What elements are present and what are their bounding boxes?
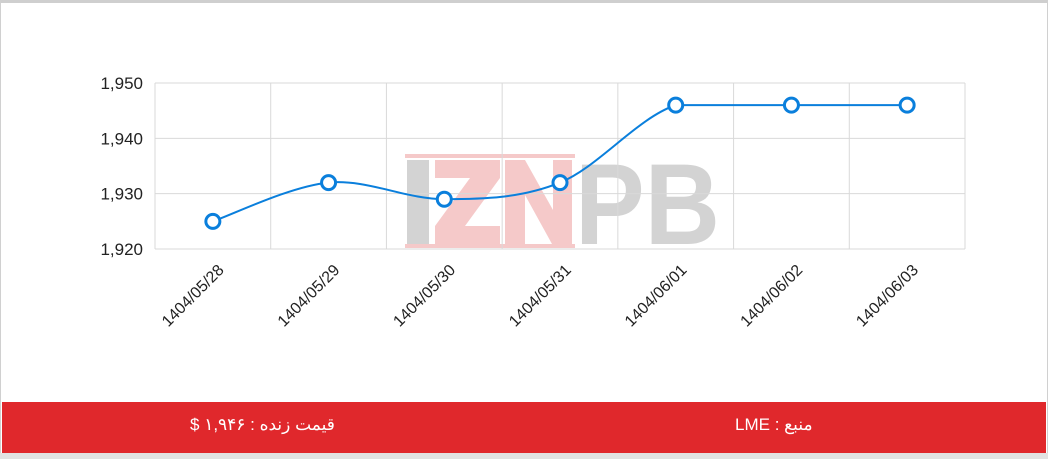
y-tick-label: 1,950 [100,74,143,93]
data-point [898,96,916,114]
footer-bar: قیمت زنده : ۱,۹۴۶ $ منبع : LME [2,402,1046,453]
x-tick-label: 1404/05/29 [275,262,344,331]
line-chart: PB 1,920 1,930 1,940 1,950 1404/05/28 1404/0… [100,74,966,331]
y-tick-label: 1,930 [100,185,143,204]
x-tick-label: 1404/05/30 [390,262,459,331]
price-source: منبع : LME [735,415,813,434]
live-price: قیمت زنده : ۱,۹۴۶ $ [190,415,335,434]
data-point [667,96,685,114]
svg-text:PB: PB [575,141,720,269]
watermark-logo: PB [405,141,720,269]
data-point [320,174,338,192]
y-tick-label: 1,940 [100,129,143,148]
data-point [782,96,800,114]
data-point [204,212,222,230]
x-tick-label: 1404/05/28 [159,262,228,331]
data-point [551,174,569,192]
data-point [435,190,453,208]
y-tick-label: 1,920 [100,240,143,259]
x-tick-label: 1404/06/02 [738,262,807,331]
x-tick-label: 1404/05/31 [506,262,575,331]
x-tick-label: 1404/06/03 [853,262,922,331]
bottom-border [0,453,1048,459]
x-tick-label: 1404/06/01 [622,262,691,331]
